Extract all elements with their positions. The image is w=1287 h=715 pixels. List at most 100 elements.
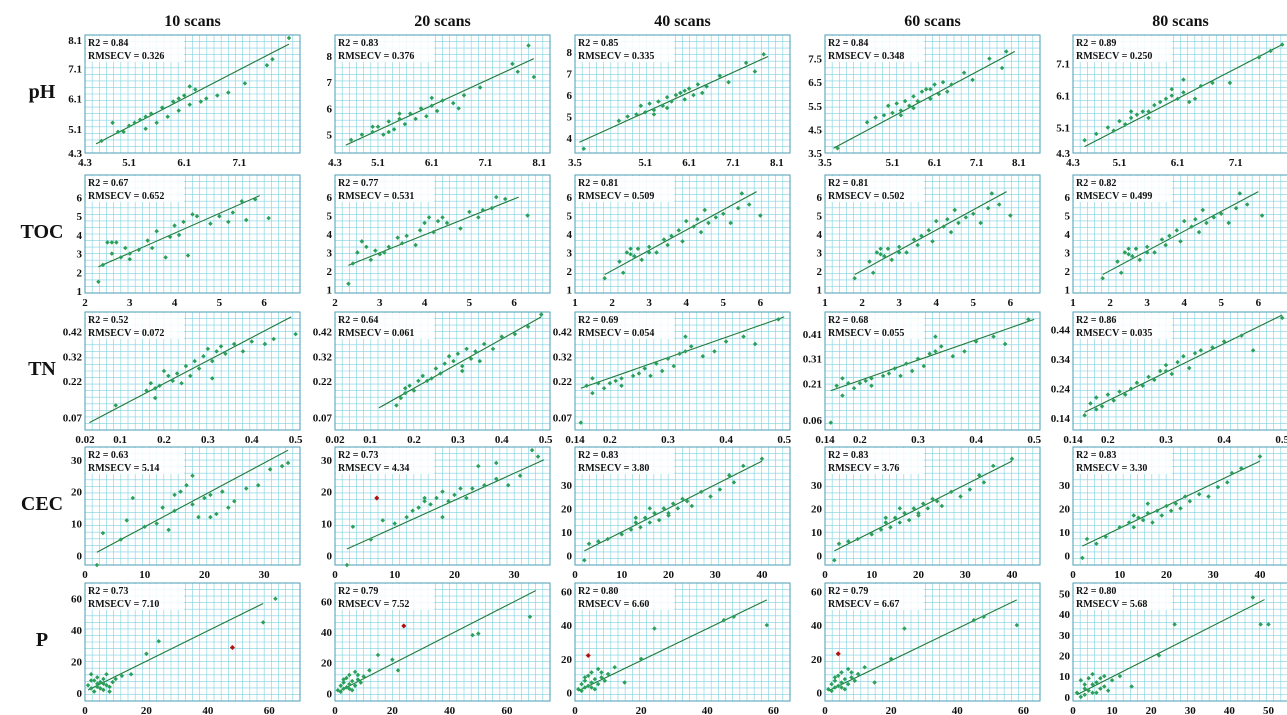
data-point: [422, 498, 427, 504]
data-point: [776, 317, 781, 322]
data-point: [619, 376, 624, 381]
y-tick-label: 2: [77, 267, 83, 279]
data-point: [1178, 239, 1183, 244]
data-point: [698, 489, 704, 495]
data-point: [348, 137, 354, 143]
column-header: 80 scans: [1152, 13, 1208, 30]
data-point: [642, 366, 647, 371]
stats-box: [336, 313, 434, 339]
y-tick-label: 4: [77, 230, 83, 242]
data-point: [404, 514, 409, 520]
data-point: [455, 351, 461, 357]
data-point: [190, 473, 195, 478]
data-point: [915, 356, 921, 361]
data-point: [1109, 678, 1115, 683]
data-point: [1144, 244, 1150, 250]
y-tick-label: 40: [561, 620, 573, 632]
plot-frame: [574, 34, 791, 154]
data-point: [481, 341, 487, 347]
regression-line: [95, 43, 290, 145]
data-point: [1105, 392, 1111, 397]
r2-label: R2 = 0.63: [88, 450, 128, 461]
r2-label: R2 = 0.81: [578, 178, 618, 189]
y-tick-label: 10: [71, 519, 83, 531]
regression-line: [1102, 191, 1259, 276]
regression-line: [1076, 599, 1265, 696]
data-point: [845, 666, 851, 672]
rmsecv-label: RMSECV = 0.376: [338, 51, 414, 62]
data-point: [386, 129, 392, 135]
y-tick-label: 6: [817, 192, 823, 204]
data-point: [683, 349, 688, 354]
data-point: [938, 344, 944, 349]
data-point: [656, 517, 662, 523]
rmsecv-label: RMSECV = 0.348: [828, 51, 904, 62]
scatter-panel: R2 = 0.52 RMSECV = 0.072 0.02 0.1 0.2 0.3 0.4 0…: [63, 311, 303, 446]
data-point: [607, 381, 613, 386]
data-point: [892, 366, 897, 371]
y-tick-label: 60: [811, 586, 823, 598]
scatter-panel: R2 = 0.85 RMSECV = 0.335 3.5 5.1 6.1 7.1 8.1 4 5…: [567, 34, 791, 169]
data-point: [589, 685, 594, 690]
column-header: 60 scans: [904, 13, 960, 30]
data-point: [170, 99, 176, 104]
x-tick-label: 20: [1146, 705, 1158, 715]
data-point: [1099, 404, 1105, 409]
r2-label: R2 = 0.83: [338, 38, 378, 49]
r2-label: R2 = 0.84: [88, 38, 128, 49]
stats-box: [1074, 313, 1172, 339]
data-point: [1105, 688, 1111, 693]
data-point: [188, 373, 193, 379]
stats-box: [86, 313, 184, 339]
y-tick-label: 5.1: [68, 124, 82, 136]
data-point: [452, 492, 457, 498]
data-point: [1192, 351, 1198, 356]
stats-box: [86, 584, 184, 610]
data-point: [898, 373, 903, 379]
stats-box: [576, 176, 674, 202]
data-point: [595, 666, 601, 672]
x-tick-label: 0: [332, 569, 338, 581]
data-point: [196, 366, 202, 371]
y-tick-label: 7.5: [808, 54, 822, 66]
data-point: [410, 508, 415, 514]
data-point: [897, 506, 903, 511]
data-point: [1250, 595, 1256, 600]
y-tick-label: 3: [817, 247, 823, 259]
x-tick-label: 40: [202, 705, 214, 715]
y-tick-label: 0: [567, 688, 573, 700]
y-tick-label: 3: [327, 247, 333, 259]
data-point: [1192, 96, 1198, 102]
data-point: [1152, 250, 1157, 255]
data-point: [1123, 122, 1128, 127]
data-point: [1244, 202, 1250, 207]
data-point: [1098, 686, 1103, 691]
y-tick-label: 5: [1065, 211, 1071, 223]
x-tick-label: 3: [1144, 297, 1150, 309]
data-point: [402, 390, 408, 396]
data-point: [967, 487, 973, 492]
x-tick-label: 4: [1181, 297, 1187, 309]
data-point: [670, 501, 676, 506]
plot-frame: [1072, 34, 1287, 154]
data-point: [490, 346, 496, 352]
x-tick-label: 0: [572, 569, 578, 581]
x-tick-label: 10: [616, 569, 628, 581]
x-tick-label: 6: [511, 297, 517, 309]
data-point: [535, 454, 541, 459]
data-point: [839, 685, 844, 690]
stats-box: [336, 448, 434, 474]
data-point: [198, 99, 204, 104]
x-tick-label: 20: [449, 569, 461, 581]
x-tick-label: 40: [702, 705, 714, 715]
data-point: [921, 363, 927, 369]
data-point: [429, 376, 434, 381]
x-tick-label: 30: [1208, 569, 1220, 581]
data-point: [285, 460, 291, 466]
data-point: [190, 502, 195, 507]
data-point: [270, 56, 275, 62]
data-point: [404, 233, 409, 239]
data-point: [654, 361, 659, 366]
data-point: [630, 373, 636, 379]
